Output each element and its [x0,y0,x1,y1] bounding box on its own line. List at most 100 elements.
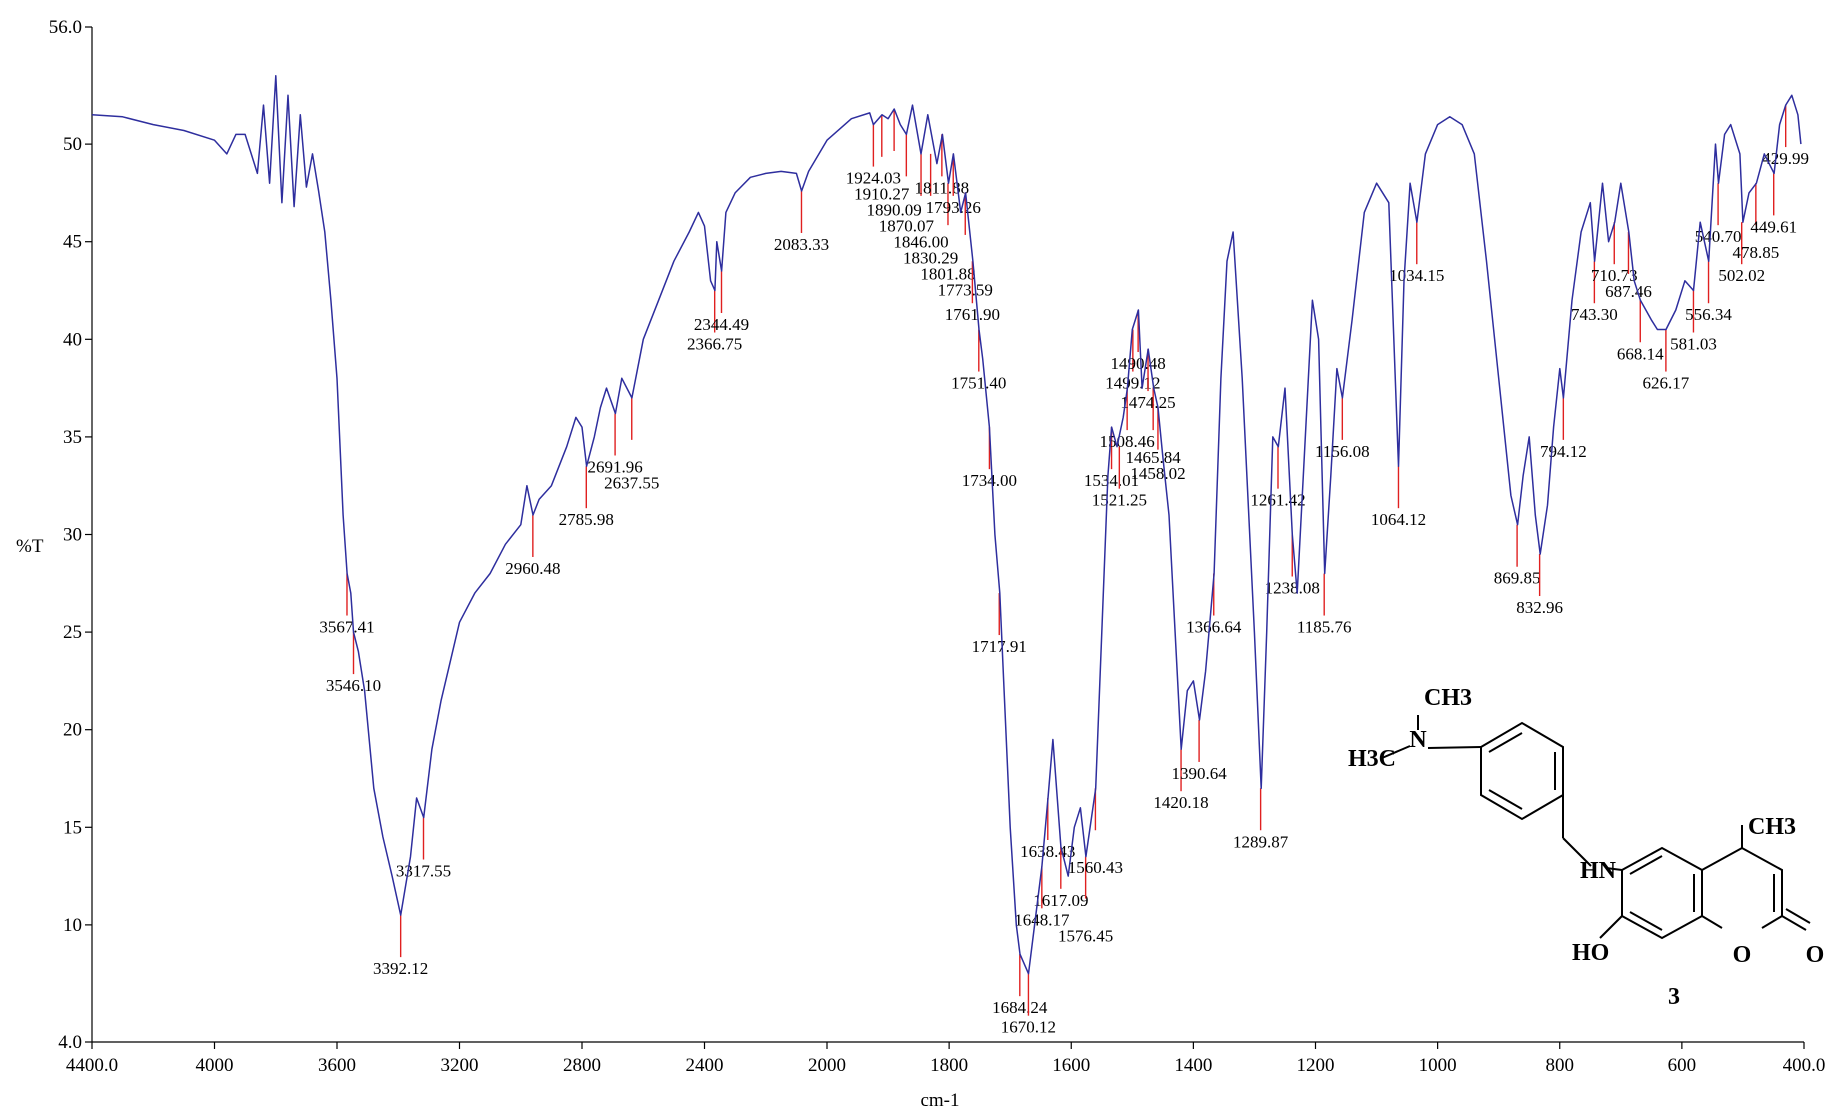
structure-atom-label: HO [1572,940,1609,966]
x-tick-label: 3200 [441,1055,479,1076]
compound-labels: CH3 N H3C CH3 HN HO O O 3 [1348,685,1824,1010]
structure-atom-label: CH3 [1748,814,1796,840]
x-tick-label: 600 [1668,1055,1697,1076]
peak-label: 3567.41 [319,618,374,637]
x-tick-label: 2400 [686,1055,724,1076]
y-tick-label: 4.0 [58,1032,82,1053]
peak-label: 1390.64 [1171,764,1227,783]
coumarin-benzo-ring [1621,846,1703,940]
x-tick-label: 4400.0 [66,1055,118,1076]
peak-label: 3317.55 [396,862,451,881]
y-tick-label: 10 [63,915,82,936]
peak-label: 1734.00 [962,471,1017,490]
x-tick-label: 400.0 [1783,1055,1826,1076]
peak-label: 1670.12 [1001,1018,1056,1037]
peak-label: 743.30 [1571,305,1618,324]
peak-label: 2637.55 [604,473,659,492]
peak-label: 1366.64 [1186,618,1242,637]
peak-label: 668.14 [1617,344,1664,363]
peak-label: 626.17 [1643,374,1690,393]
peak-label: 1801.88 [920,265,975,284]
bond-oh-ring [1599,915,1623,939]
peak-label: 2785.98 [559,510,614,529]
peak-label: 1560.43 [1068,858,1123,877]
x-axis-title: cm-1 [920,1090,959,1111]
peak-label: 2960.48 [505,559,560,578]
peak-label: 2366.75 [687,335,742,354]
ring-double-bond [1629,855,1663,875]
structure-atom-label: N [1409,727,1427,753]
peak-label: 1617.09 [1033,891,1088,910]
peak-label: 1420.18 [1153,793,1208,812]
peak-label: 1717.91 [972,637,1027,656]
y-axis-title: %T [16,536,44,557]
peak-label: 1508.46 [1100,432,1155,451]
peak-label: 1870.07 [879,217,935,236]
peak-label: 2344.49 [694,315,749,334]
peak-label: 2691.96 [587,457,642,476]
bond-ring-o [1701,915,1723,929]
x-tick-label: 800 [1546,1055,1575,1076]
y-tick-label: 25 [63,622,82,643]
peak-label: 556.34 [1685,305,1732,324]
structure-atom-label: CH3 [1424,685,1472,711]
y-tick-label: 45 [63,232,82,253]
peak-label: 1156.08 [1315,442,1370,461]
peak-label: 1684.24 [992,998,1048,1017]
structure-atom-label: H3C [1348,746,1396,772]
x-tick-label: 3600 [318,1055,356,1076]
y-tick-label: 50 [63,134,82,155]
peak-label: 449.61 [1750,217,1797,236]
y-tick-label: 40 [63,329,82,350]
peak-label: 1490.48 [1111,354,1166,373]
bond-n-ring [1427,746,1482,749]
peak-label: 1761.90 [945,305,1000,324]
peak-label: 540.70 [1695,227,1742,246]
x-tick-label: 4000 [196,1055,234,1076]
compound-structure [1381,715,1811,940]
peak-label: 687.46 [1605,282,1652,301]
x-tick-label: 1800 [930,1055,968,1076]
peak-label: 1458.02 [1130,464,1185,483]
compound-number: 3 [1668,984,1680,1010]
peak-label: 1811.88 [915,178,970,197]
coumarin-pyranone-ring [1701,846,1783,929]
peak-label: 581.03 [1670,335,1717,354]
ring-double-bond [1488,732,1523,753]
y-tick-label: 35 [63,427,82,448]
bond-n-h3c [1381,745,1411,759]
bond-nh-ring [1605,867,1623,871]
peak-label: 429.99 [1762,149,1809,168]
y-tick-label: 15 [63,817,82,838]
peak-label: 1465.84 [1126,448,1182,467]
peak-label: 1890.09 [866,201,921,220]
peak-label: 1576.45 [1058,926,1113,945]
peak-label: 1773.59 [938,281,993,300]
peak-label: 1474.25 [1120,393,1175,412]
peak-label: 1910.27 [854,185,910,204]
peak-label: 710.73 [1591,266,1638,285]
peak-label: 1289.87 [1233,832,1289,851]
carbonyl-bond [1781,915,1807,931]
peak-label: 1238.08 [1265,579,1320,598]
y-tick-label: 20 [63,720,82,741]
structure-atom-label: O [1733,942,1752,968]
y-ticks: 56.0 50 45 40 35 30 25 20 15 10 4.0 [49,17,92,1053]
peak-label: 3392.12 [373,959,428,978]
peak-label: 1521.25 [1092,491,1147,510]
x-ticks: 4400.0 4000 3600 3200 2800 2400 2000 1800 1600 14… [66,1042,1826,1076]
peak-label: 1924.03 [846,169,901,188]
peak-label: 832.96 [1516,598,1563,617]
peak-label: 478.85 [1732,243,1779,262]
structure-atom-label: HN [1580,858,1617,884]
benzene-ring [1480,721,1564,821]
peak-label: 1846.00 [893,233,948,252]
carbonyl-bond [1785,908,1811,924]
structure-atom-label: O [1806,942,1825,968]
peak-label: 1534.01 [1084,471,1139,490]
bond-ch2-nh [1562,837,1592,867]
peak-annotations: 3567.41 3546.10 3392.12 3317.55 2960.48 2785.… [319,105,1809,1037]
